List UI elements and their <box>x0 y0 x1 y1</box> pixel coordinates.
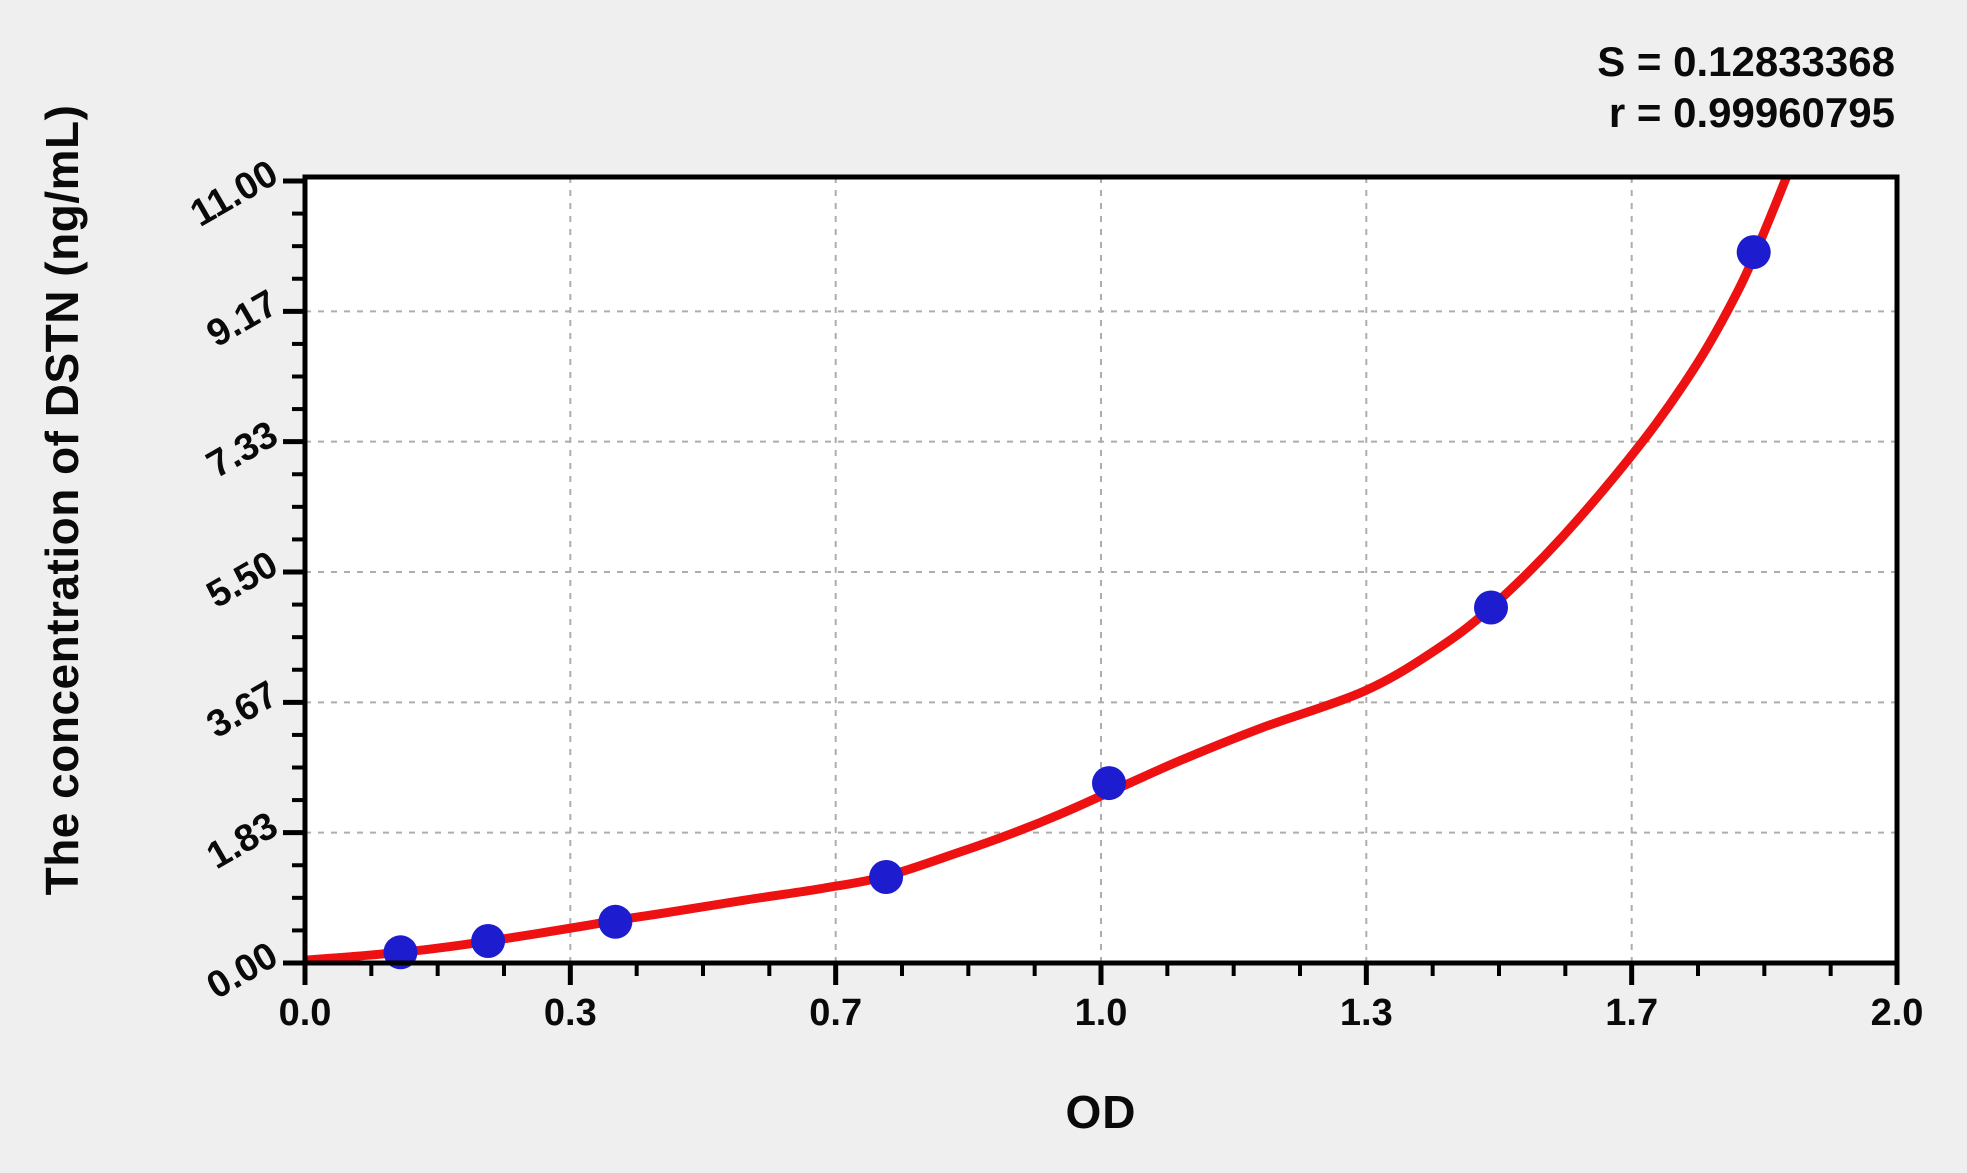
data-point <box>869 860 904 894</box>
plot-border <box>302 174 1900 966</box>
data-point <box>598 904 633 939</box>
x-tick-label: 0.3 <box>543 992 597 1034</box>
data-point <box>1736 235 1771 270</box>
x-tick-label: 2.0 <box>1870 992 1924 1034</box>
data-points <box>383 235 1771 970</box>
x-tick-label: 1.3 <box>1339 992 1393 1034</box>
fit-statistics: S = 0.12833368 r = 0.99960795 <box>1597 36 1895 138</box>
stat-r-value: r = 0.99960795 <box>1608 89 1895 136</box>
x-tick-label: 1.0 <box>1074 992 1128 1034</box>
gridlines <box>305 177 1897 963</box>
data-point <box>1474 590 1508 625</box>
y-axis-title: The concentration of DSTN (ng/mL) <box>36 104 88 896</box>
fit-curve <box>305 177 1792 963</box>
x-tick-label: 1.7 <box>1605 992 1659 1034</box>
x-axis-title: OD <box>1065 1086 1137 1138</box>
x-tick-label: 0.0 <box>278 992 332 1034</box>
stat-s-value: S = 0.12833368 <box>1597 38 1895 85</box>
data-point <box>1092 766 1126 801</box>
data-point <box>471 924 506 958</box>
x-tick-label: 0.7 <box>809 992 863 1034</box>
